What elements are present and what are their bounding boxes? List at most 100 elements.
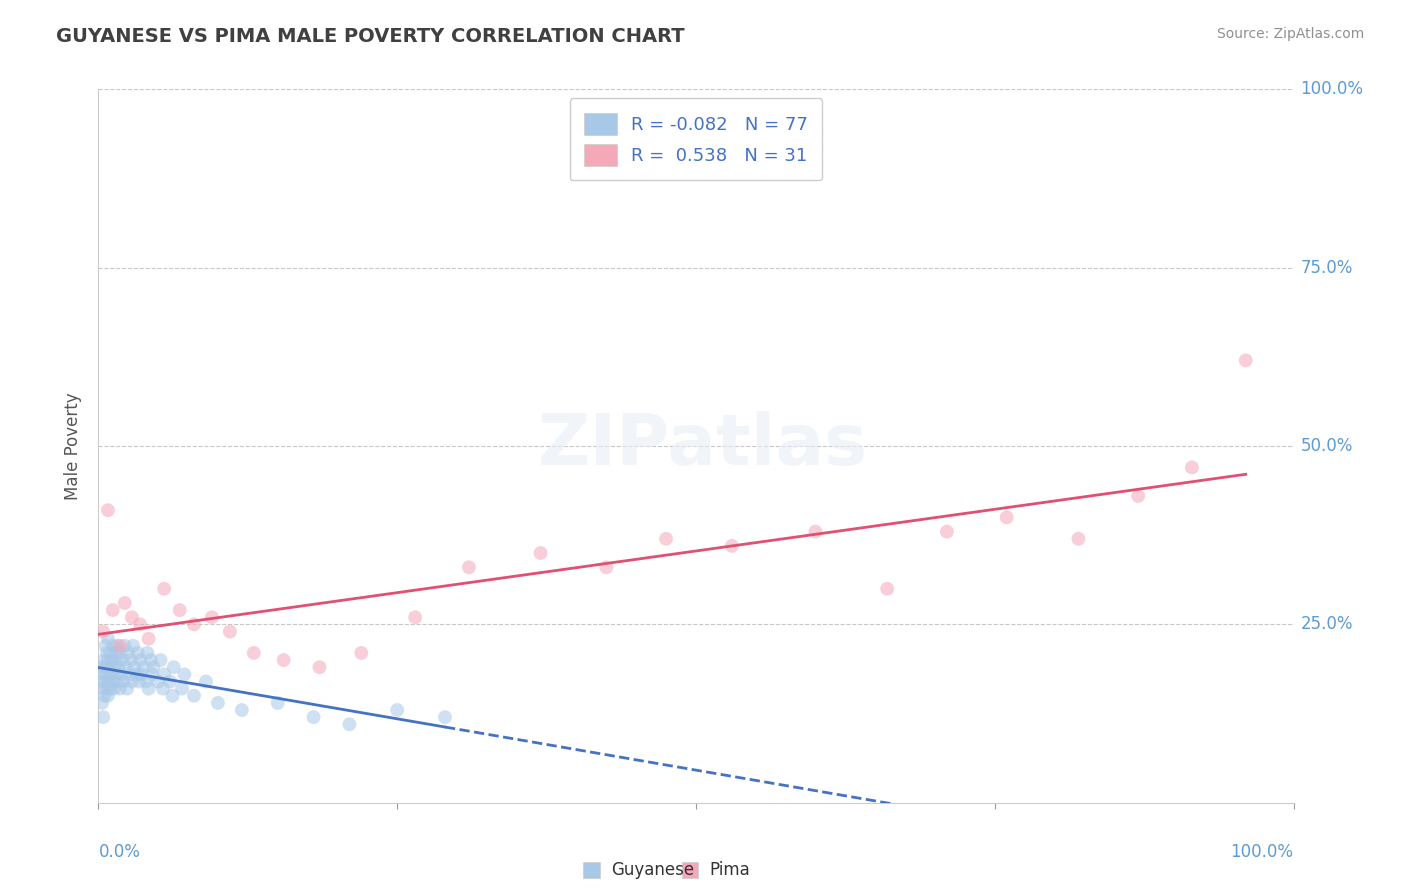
Point	[129, 653, 152, 667]
Point	[302, 710, 325, 724]
Point	[124, 660, 146, 674]
Point	[595, 560, 617, 574]
Point	[131, 667, 153, 681]
Point	[183, 617, 205, 632]
Point	[93, 667, 115, 681]
Point	[127, 646, 149, 660]
Point	[162, 689, 184, 703]
Point	[107, 674, 129, 689]
Point	[121, 674, 143, 689]
Point	[138, 632, 160, 646]
Point	[1067, 532, 1090, 546]
Point	[118, 667, 141, 681]
Point	[103, 681, 125, 696]
Text: 100.0%: 100.0%	[1230, 843, 1294, 861]
Point	[97, 689, 120, 703]
Point	[128, 674, 150, 689]
Legend: R = -0.082   N = 77, R =  0.538   N = 31: R = -0.082 N = 77, R = 0.538 N = 31	[569, 98, 823, 180]
Point	[153, 667, 176, 681]
Point	[98, 646, 122, 660]
Text: ZIPatlas: ZIPatlas	[538, 411, 868, 481]
Point	[114, 596, 136, 610]
Point	[101, 674, 124, 689]
Point	[201, 610, 224, 624]
Point	[135, 674, 157, 689]
Point	[103, 660, 125, 674]
Point	[529, 546, 551, 560]
Point	[159, 674, 181, 689]
Point	[207, 696, 229, 710]
Text: 75.0%: 75.0%	[1301, 259, 1353, 277]
Point	[194, 674, 217, 689]
Point	[129, 617, 152, 632]
Point	[136, 646, 159, 660]
Point	[121, 610, 143, 624]
Point	[1234, 353, 1257, 368]
Point	[100, 653, 122, 667]
Point	[111, 653, 134, 667]
Point	[173, 667, 195, 681]
Point	[132, 660, 155, 674]
Point	[120, 653, 142, 667]
Point	[98, 660, 121, 674]
Point	[142, 660, 165, 674]
Point	[385, 703, 409, 717]
Point	[183, 689, 205, 703]
Text: 50.0%: 50.0%	[1301, 437, 1353, 455]
Point	[125, 667, 148, 681]
Point	[138, 681, 160, 696]
Point	[308, 660, 330, 674]
Point	[94, 639, 117, 653]
Point	[97, 653, 120, 667]
Point	[172, 681, 194, 696]
Text: Pima: Pima	[709, 861, 749, 879]
Point	[995, 510, 1018, 524]
Point	[101, 603, 124, 617]
Point	[458, 560, 481, 574]
Point	[163, 660, 186, 674]
Point	[104, 646, 127, 660]
Point	[1128, 489, 1150, 503]
Point	[97, 503, 120, 517]
Point	[404, 610, 426, 624]
Point	[433, 710, 456, 724]
Point	[91, 624, 114, 639]
Point	[107, 639, 129, 653]
Point	[98, 681, 122, 696]
Point	[149, 653, 172, 667]
Point	[267, 696, 290, 710]
Point	[90, 674, 112, 689]
Point	[273, 653, 295, 667]
Point	[100, 667, 122, 681]
Point	[1181, 460, 1204, 475]
Point	[804, 524, 827, 539]
Point	[91, 696, 114, 710]
Point	[112, 674, 135, 689]
Point	[94, 674, 117, 689]
Point	[91, 660, 114, 674]
Point	[96, 681, 118, 696]
Text: 0.0%: 0.0%	[98, 843, 141, 861]
Point	[935, 524, 957, 539]
Text: 25.0%: 25.0%	[1301, 615, 1353, 633]
Point	[108, 639, 131, 653]
Point	[105, 667, 128, 681]
Point	[93, 689, 115, 703]
Point	[97, 632, 120, 646]
Point	[96, 646, 118, 660]
Point	[231, 703, 253, 717]
Point	[101, 639, 124, 653]
Point	[114, 639, 136, 653]
Point	[108, 681, 131, 696]
Point	[96, 667, 118, 681]
Point	[169, 603, 191, 617]
Text: 100.0%: 100.0%	[1301, 80, 1364, 98]
Point	[110, 667, 132, 681]
Text: GUYANESE VS PIMA MALE POVERTY CORRELATION CHART: GUYANESE VS PIMA MALE POVERTY CORRELATIO…	[56, 27, 685, 45]
Text: Source: ZipAtlas.com: Source: ZipAtlas.com	[1216, 27, 1364, 41]
Point	[115, 681, 138, 696]
Point	[93, 653, 115, 667]
Point	[153, 582, 176, 596]
Point	[655, 532, 678, 546]
Point	[115, 660, 138, 674]
